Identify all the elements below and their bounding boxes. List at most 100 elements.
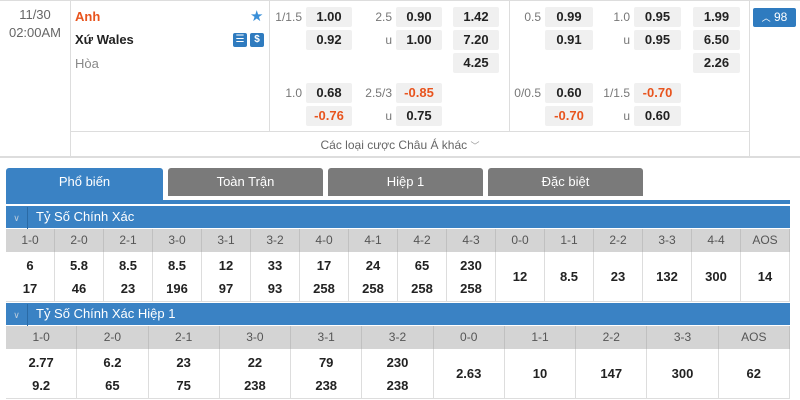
home-odds[interactable]: 300: [671, 366, 694, 381]
odds-cell[interactable]: 0.60: [545, 83, 593, 103]
away-odds[interactable]: 23: [120, 280, 136, 296]
score-header: 2-1: [148, 326, 220, 349]
score-header: 3-3: [647, 326, 719, 349]
odds-cell[interactable]: 0.95: [634, 7, 681, 27]
home-odds[interactable]: 12: [512, 269, 528, 284]
score-header: 3-2: [251, 229, 300, 252]
chevron-up-icon: ︿: [761, 13, 771, 23]
tab-first-half[interactable]: Hiệp 1: [328, 168, 483, 196]
draw-label: Hòa: [75, 56, 99, 71]
section-header-correct-score[interactable]: ∨ Tỷ Số Chính Xác: [6, 206, 790, 229]
odds-cell[interactable]: 1.42: [453, 7, 499, 27]
star-icon[interactable]: ★: [250, 8, 264, 25]
away-odds[interactable]: 65: [105, 377, 120, 393]
home-odds[interactable]: 14: [757, 269, 773, 284]
away-odds[interactable]: 93: [267, 280, 283, 296]
away-odds[interactable]: 258: [411, 280, 433, 296]
home-odds[interactable]: 22: [247, 354, 263, 370]
away-odds[interactable]: 97: [218, 280, 234, 296]
home-odds[interactable]: 24: [365, 257, 381, 273]
away-odds[interactable]: 238: [244, 377, 266, 393]
away-odds[interactable]: 46: [71, 280, 87, 296]
away-team[interactable]: Xứ Wales: [75, 32, 134, 47]
score-odds-cell: 2.63: [433, 349, 505, 399]
under-label: u: [623, 109, 630, 123]
odds-cell[interactable]: 0.92: [306, 30, 352, 50]
score-odds-cell: 17 258: [300, 252, 349, 302]
home-odds[interactable]: 230: [460, 257, 482, 273]
score-odds-row: 6 17 5.8 46 8.5 23 8.5 196 12 97 33 93 17 258 24 258 65 2…: [6, 252, 790, 302]
home-odds[interactable]: 5.8: [69, 257, 89, 273]
home-odds[interactable]: 12: [218, 257, 234, 273]
tab-underline: [6, 200, 790, 204]
home-odds[interactable]: 23: [610, 269, 626, 284]
home-odds[interactable]: 8.5: [118, 257, 138, 273]
away-odds[interactable]: 238: [386, 377, 409, 393]
away-odds[interactable]: 258: [460, 280, 482, 296]
home-odds[interactable]: 132: [656, 269, 678, 284]
home-odds[interactable]: 62: [746, 366, 762, 381]
odds-cell[interactable]: 1.99: [693, 7, 740, 27]
home-odds[interactable]: 17: [316, 257, 332, 273]
home-odds[interactable]: 2.63: [456, 366, 482, 381]
home-odds[interactable]: 10: [532, 366, 548, 381]
odds-cell[interactable]: 0.90: [396, 7, 442, 27]
odds-cell[interactable]: 2.26: [693, 53, 740, 73]
odds-cell[interactable]: 0.60: [634, 106, 681, 126]
section-header-correct-score-1h[interactable]: ∨ Tỷ Số Chính Xác Hiệp 1: [6, 303, 790, 326]
home-odds[interactable]: 2.77: [28, 354, 54, 370]
home-odds[interactable]: 23: [176, 354, 191, 370]
home-odds[interactable]: 65: [414, 257, 430, 273]
odds-cell[interactable]: 0.91: [545, 30, 593, 50]
odds-cell[interactable]: 1.00: [306, 7, 352, 27]
home-odds[interactable]: 8.5: [167, 257, 187, 273]
odds-cell[interactable]: -0.70: [634, 83, 681, 103]
stats-icon[interactable]: ☰: [233, 33, 247, 47]
score-header: 1-0: [6, 229, 55, 252]
score-odds-cell: 8.5 23: [104, 252, 153, 302]
away-odds[interactable]: 9.2: [32, 377, 51, 393]
tab-special[interactable]: Đặc biệt: [488, 168, 643, 196]
score-header: 4-1: [349, 229, 398, 252]
home-odds[interactable]: 6.2: [103, 354, 122, 370]
away-odds[interactable]: 17: [22, 280, 38, 296]
odds-cell[interactable]: 0.75: [396, 106, 442, 126]
home-odds[interactable]: 8.5: [559, 269, 579, 284]
away-odds[interactable]: 258: [313, 280, 335, 296]
score-header: 3-0: [153, 229, 202, 252]
odds-cell[interactable]: -0.76: [306, 106, 352, 126]
odds-cell[interactable]: 1.00: [396, 30, 442, 50]
home-team[interactable]: Anh: [75, 9, 101, 24]
away-odds[interactable]: 258: [362, 280, 384, 296]
home-odds[interactable]: 6: [26, 257, 34, 273]
score-header: 3-0: [219, 326, 292, 349]
odds-cell[interactable]: -0.70: [545, 106, 593, 126]
score-odds-cell: 14: [741, 252, 790, 302]
score-odds-cell: 2.77 9.2: [6, 349, 78, 399]
under-label: u: [385, 33, 392, 47]
odds-cell[interactable]: 0.99: [545, 7, 593, 27]
home-odds[interactable]: 147: [600, 366, 623, 381]
home-odds[interactable]: 300: [705, 269, 727, 284]
home-odds[interactable]: 230: [386, 354, 409, 370]
score-header: 1-1: [545, 229, 594, 252]
home-odds[interactable]: 33: [267, 257, 283, 273]
score-odds-cell: 62: [718, 349, 790, 399]
odds-cell[interactable]: 6.50: [693, 30, 740, 50]
odds-cell[interactable]: 0.68: [306, 83, 352, 103]
odds-cell[interactable]: -0.85: [396, 83, 442, 103]
dollar-icon[interactable]: $: [250, 33, 264, 47]
tab-popular[interactable]: Phổ biến: [6, 168, 163, 200]
tab-full-match[interactable]: Toàn Trận: [168, 168, 323, 196]
odds-cell[interactable]: 4.25: [453, 53, 499, 73]
more-asian-odds-toggle[interactable]: Các loại cược Châu Á khác ﹀: [320, 138, 480, 152]
home-odds[interactable]: 79: [318, 354, 334, 370]
score-header: 2-2: [594, 229, 643, 252]
away-odds[interactable]: 238: [315, 377, 338, 393]
odds-cell[interactable]: 0.95: [634, 30, 681, 50]
away-odds[interactable]: 196: [166, 280, 188, 296]
odds-cell[interactable]: 7.20: [453, 30, 499, 50]
more-markets-button[interactable]: ︿ 98: [753, 8, 796, 27]
away-odds[interactable]: 75: [176, 377, 191, 393]
score-header: 3-1: [291, 326, 363, 349]
